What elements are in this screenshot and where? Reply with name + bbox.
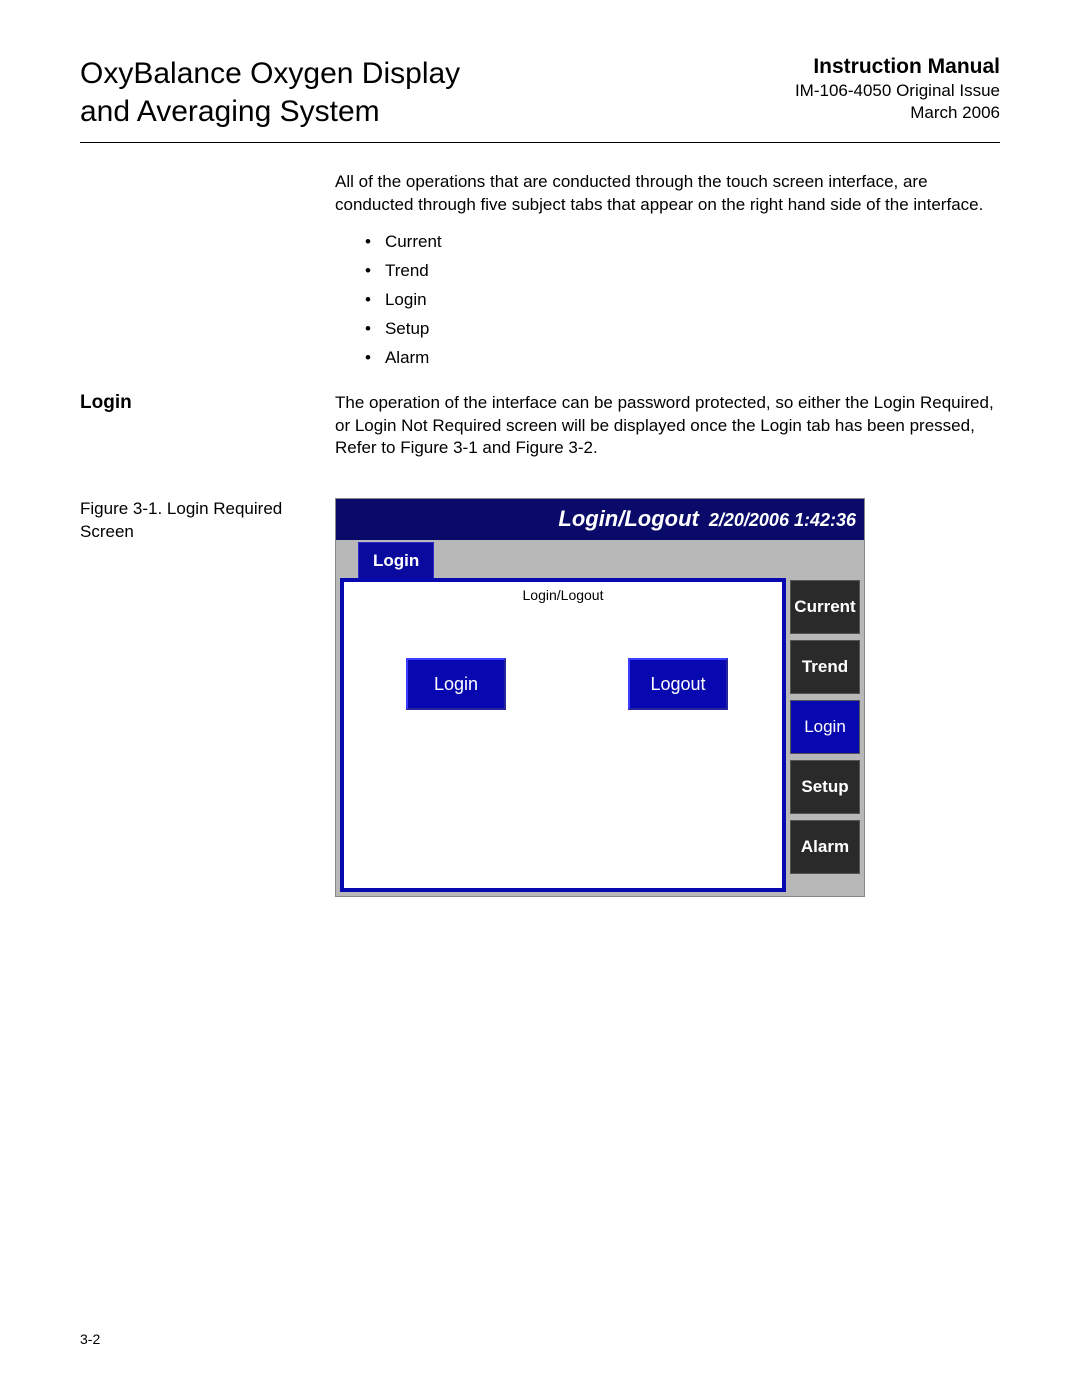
list-item: Trend	[365, 260, 1000, 283]
tab-setup[interactable]: Setup	[790, 760, 860, 814]
tab-trend[interactable]: Trend	[790, 640, 860, 694]
header-rule	[80, 142, 1000, 143]
logout-button[interactable]: Logout	[628, 658, 728, 710]
list-item: Alarm	[365, 347, 1000, 370]
list-item: Setup	[365, 318, 1000, 341]
header-right: Instruction Manual IM-106-4050 Original …	[795, 55, 1000, 123]
tab-login[interactable]: Login	[790, 700, 860, 754]
intro-paragraph: All of the operations that are conducted…	[335, 171, 1000, 217]
title-line-2: and Averaging System	[80, 93, 460, 131]
intro-row: All of the operations that are conducted…	[80, 171, 1000, 388]
login-heading: Login	[80, 392, 323, 414]
page-number: 3-2	[80, 1331, 100, 1347]
login-paragraph: The operation of the interface can be pa…	[335, 392, 1000, 461]
tab-alarm[interactable]: Alarm	[790, 820, 860, 874]
title-line-1: OxyBalance Oxygen Display	[80, 55, 460, 93]
login-button[interactable]: Login	[406, 658, 506, 710]
list-item: Login	[365, 289, 1000, 312]
login-section-row: Login The operation of the interface can…	[80, 392, 1000, 461]
tab-current[interactable]: Current	[790, 580, 860, 634]
titlebar-title: Login/Logout	[558, 504, 699, 534]
list-item: Current	[365, 231, 1000, 254]
screen-titlebar: Login/Logout 2/20/2006 1:42:36	[336, 499, 864, 540]
login-panel: Login/Logout Login Logout	[340, 578, 786, 892]
top-tab-strip: Login	[336, 540, 864, 578]
page-header: OxyBalance Oxygen Display and Averaging …	[80, 55, 1000, 130]
figure-caption: Figure 3-1. Login Required Screen	[80, 498, 323, 544]
login-screen: Login/Logout 2/20/2006 1:42:36 Login Log…	[335, 498, 865, 897]
manual-title: Instruction Manual	[795, 55, 1000, 79]
titlebar-datetime: 2/20/2006 1:42:36	[709, 508, 856, 532]
side-tabs: Current Trend Login Setup Alarm	[790, 578, 860, 892]
screen-body: Login/Logout Login Logout Current Trend …	[336, 578, 864, 896]
document-date: March 2006	[795, 103, 1000, 123]
document-id: IM-106-4050 Original Issue	[795, 81, 1000, 101]
figure-row: Figure 3-1. Login Required Screen Login/…	[80, 498, 1000, 897]
tab-bullet-list: Current Trend Login Setup Alarm	[335, 231, 1000, 370]
document-title: OxyBalance Oxygen Display and Averaging …	[80, 55, 460, 130]
active-top-tab[interactable]: Login	[358, 542, 434, 581]
panel-title: Login/Logout	[344, 586, 782, 605]
